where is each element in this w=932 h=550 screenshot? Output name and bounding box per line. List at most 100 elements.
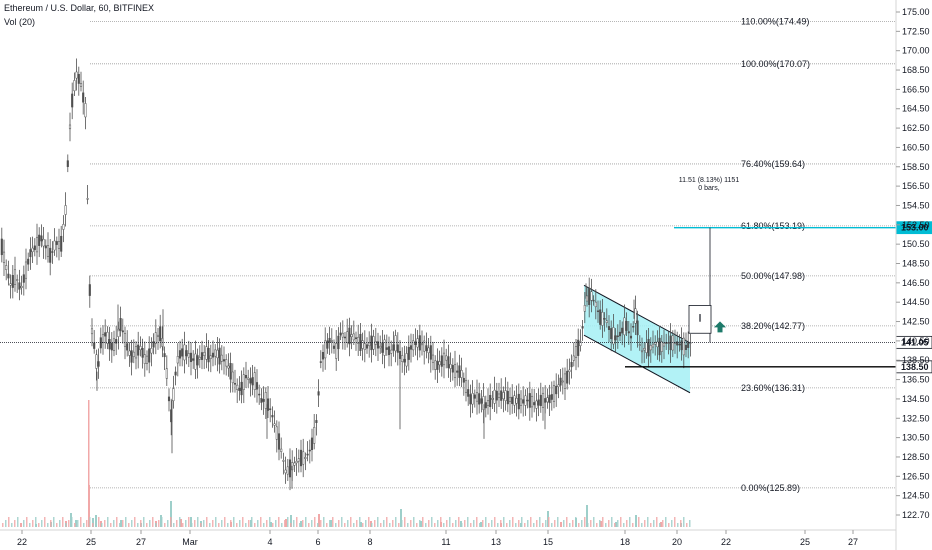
volume-bar — [530, 517, 532, 527]
volume-bar — [50, 520, 52, 527]
candle-body — [623, 317, 626, 336]
volume-bar — [188, 517, 190, 527]
candle-body — [508, 397, 512, 402]
volume-bar — [614, 523, 616, 527]
candle-body — [491, 398, 494, 400]
volume-indicator-label[interactable]: Vol (20) — [4, 17, 36, 27]
candle-body — [0, 238, 3, 256]
candle-body — [495, 390, 498, 401]
volume-bar — [491, 520, 493, 527]
volume-bar — [650, 523, 652, 527]
candle-body — [275, 426, 278, 440]
candle-body — [174, 371, 177, 376]
candle-body — [381, 342, 384, 353]
candle-body — [159, 326, 162, 342]
volume-bar — [467, 517, 469, 527]
candle-body — [77, 74, 80, 84]
candle-body — [354, 337, 358, 340]
volume-bar — [326, 523, 328, 527]
candle-body — [293, 462, 296, 466]
candle-body — [255, 382, 259, 390]
candle-body — [7, 273, 10, 279]
candle-body — [218, 347, 221, 365]
volume-bar — [560, 523, 562, 527]
volume-bar — [293, 520, 295, 527]
candle-body — [150, 348, 153, 354]
candle-body — [572, 355, 575, 361]
candle-body — [379, 345, 382, 349]
candle-body — [225, 359, 228, 367]
volume-bar — [620, 517, 622, 527]
candle-body — [244, 375, 248, 379]
symbol-title[interactable]: Ethereum / U.S. Dollar, 60, BITFINEX — [4, 3, 155, 13]
candle-body — [506, 390, 509, 405]
volume-bar — [272, 523, 274, 527]
candle-body — [599, 309, 602, 325]
candle-body — [71, 93, 74, 108]
candle-body — [75, 71, 78, 79]
candle-body — [467, 389, 470, 397]
volume-bar — [302, 520, 304, 527]
volume-bar — [170, 501, 172, 527]
volume-bar — [554, 520, 556, 527]
volume-bar — [125, 517, 127, 527]
candle-body — [227, 365, 230, 369]
price-tick-label: 158.50 — [902, 162, 930, 172]
candle-body — [165, 368, 168, 379]
candle-body — [526, 399, 529, 402]
volume-bar — [62, 517, 64, 527]
candle-body — [172, 388, 175, 402]
volume-bar — [572, 520, 574, 527]
candle-body — [590, 291, 593, 301]
candle-body — [634, 308, 637, 324]
volume-bar — [56, 523, 58, 527]
volume-bar — [641, 523, 643, 527]
candle-body — [350, 334, 353, 337]
candle-body — [27, 258, 30, 265]
candle-body — [414, 341, 417, 345]
volume-bar — [38, 523, 40, 527]
candle-body — [447, 356, 450, 369]
volume-bar — [545, 520, 547, 527]
candle-body — [403, 358, 406, 363]
candle-body — [585, 295, 589, 302]
volume-bar — [611, 517, 613, 527]
volume-bar — [149, 520, 151, 527]
candle-body — [35, 236, 39, 253]
volume-bar — [215, 517, 217, 527]
volume-bar — [59, 520, 61, 527]
price-tick-label: 166.50 — [902, 84, 930, 94]
price-tick-label: 136.50 — [902, 375, 930, 385]
fibonacci-retracement[interactable]: 110.00%(174.49) 100.00%(170.07) 76.40%(159… — [90, 16, 896, 493]
volume-bar — [113, 520, 115, 527]
candle-body — [236, 384, 239, 390]
volume-bar — [212, 520, 214, 527]
price-tick-label: 130.50 — [902, 433, 930, 443]
volume-bar — [134, 517, 136, 527]
volume-bar — [656, 517, 658, 527]
candle-body — [284, 469, 287, 474]
candle-body — [282, 460, 285, 462]
candle-body — [203, 352, 206, 356]
price-tick-label: 134.50 — [902, 394, 930, 404]
volume-bar — [539, 517, 541, 527]
volume-bar — [586, 505, 588, 527]
candle-body — [535, 400, 538, 409]
descending-channel[interactable] — [583, 284, 691, 394]
candle-body — [557, 384, 560, 388]
volume-bar — [190, 517, 192, 527]
volume-bar — [323, 517, 325, 527]
candle-body — [101, 334, 105, 344]
volume-bar — [464, 520, 466, 527]
candle-body — [385, 347, 388, 350]
volume-bar — [248, 520, 250, 527]
volume-bar — [80, 517, 82, 527]
volume-bar — [440, 517, 442, 527]
volume-bar — [317, 523, 319, 527]
volume-bar — [473, 520, 475, 527]
time-tick-label: 11 — [441, 537, 450, 547]
candle-body — [647, 338, 650, 357]
